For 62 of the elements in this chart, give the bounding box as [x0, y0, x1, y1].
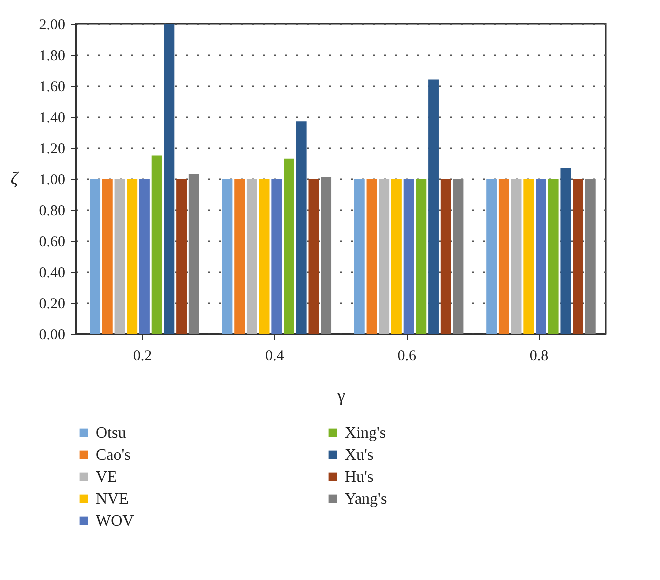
bar	[321, 177, 332, 334]
bar	[524, 179, 534, 334]
x-tick-label: 0.8	[530, 348, 549, 364]
bar	[379, 179, 390, 334]
bar	[284, 158, 294, 334]
y-tick-label: 0.00	[39, 328, 66, 344]
bar	[234, 179, 246, 334]
legend-label: Yang's	[345, 491, 388, 508]
bar	[152, 156, 162, 334]
bar	[391, 179, 402, 334]
x-tick-label: 0.2	[133, 348, 152, 364]
bar	[102, 179, 113, 334]
y-tick-label: 2.00	[39, 18, 66, 34]
y-tick-label: 1.60	[39, 80, 66, 96]
bar	[404, 179, 414, 334]
legend-label: Otsu	[96, 425, 126, 442]
bar	[127, 179, 138, 334]
bar	[222, 179, 233, 334]
bar	[366, 179, 378, 334]
y-tick-label: 1.80	[39, 48, 66, 64]
bar	[90, 179, 101, 334]
bar	[272, 179, 282, 334]
x-axis-title: γ	[336, 386, 346, 406]
bar	[428, 80, 439, 334]
x-tick-label: 0.6	[398, 348, 417, 364]
bar	[296, 122, 307, 334]
bar	[246, 179, 258, 334]
bar	[453, 179, 464, 334]
y-tick-label: 0.60	[39, 234, 66, 250]
bar	[498, 179, 510, 334]
legend-label: VE	[96, 469, 118, 486]
bar	[511, 179, 522, 334]
bar	[536, 179, 546, 334]
bar	[259, 179, 270, 334]
bar	[176, 179, 187, 334]
bar	[560, 168, 572, 334]
x-tick-label: 0.4	[266, 348, 285, 364]
bar	[140, 179, 150, 334]
bar	[354, 179, 365, 334]
legend-label: Xing's	[345, 425, 386, 442]
bar	[486, 179, 498, 334]
legend-label: Cao's	[96, 447, 131, 464]
bar	[585, 179, 596, 334]
y-tick-label: 0.40	[39, 266, 66, 282]
bar	[573, 179, 584, 334]
y-tick-label: 1.20	[39, 142, 66, 158]
legend-label: NVE	[96, 491, 129, 508]
y-tick-label: 0.80	[39, 204, 66, 220]
bar	[308, 179, 320, 334]
y-axis-title: ζ	[10, 168, 20, 188]
bar	[114, 179, 126, 334]
legend-label: WOV	[96, 513, 135, 530]
y-tick-label: 0.20	[39, 296, 66, 312]
bar	[188, 174, 200, 334]
bar	[416, 179, 427, 334]
bar	[164, 24, 175, 334]
y-tick-label: 1.40	[39, 110, 66, 126]
legend-label: Hu's	[345, 469, 374, 486]
legend-label: Xu's	[345, 447, 374, 464]
y-tick-label: 1.00	[39, 172, 66, 188]
bar	[548, 179, 559, 334]
bar	[440, 179, 452, 334]
